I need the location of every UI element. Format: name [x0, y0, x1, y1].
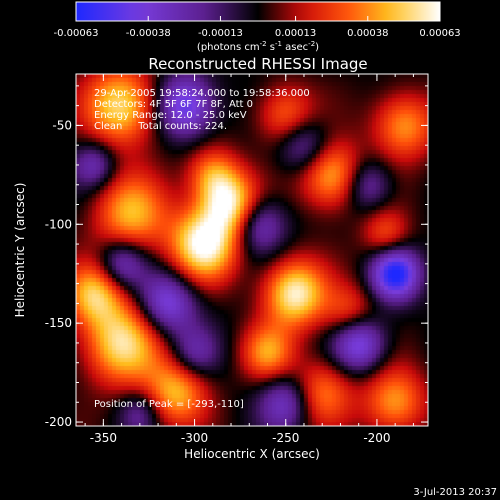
chart-title: Reconstructed RHESSI Image — [148, 55, 367, 73]
colorbar-tick-label: -0.00038 — [126, 28, 171, 39]
x-tick-label: -200 — [363, 431, 390, 445]
axes: -350 -300 -250 -200 -50 -100 -150 -200 — [45, 74, 428, 445]
annotation-block: 29-Apr-2005 19:58:24.000 to 19:58:36.000… — [94, 88, 310, 132]
annotation-time-range: 29-Apr-2005 19:58:24.000 to 19:58:36.000 — [94, 88, 310, 99]
x-tick-label: -350 — [90, 431, 117, 445]
x-axis-label: Heliocentric X (arcsec) — [184, 447, 320, 461]
y-tick-label: -50 — [52, 118, 72, 132]
peak-position-label: Position of Peak = [-293,-110] — [94, 399, 244, 410]
colorbar: -0.00063 -0.00038 -0.00013 0.00013 0.00038 0.… — [54, 1, 461, 53]
x-tick-label: -300 — [181, 431, 208, 445]
footer-timestamp: 3-Jul-2013 20:37 — [413, 487, 497, 498]
y-tick-label: -200 — [45, 415, 72, 429]
colorbar-tick-label: -0.00063 — [54, 28, 99, 39]
annotation-detectors: Detectors: 4F 5F 6F 7F 8F, Att 0 — [94, 99, 253, 110]
plot-frame — [75, 73, 429, 427]
colorbar-units: (photons cm-2 s-1 asec-2) — [197, 40, 319, 53]
annotation-counts: Clean Total counts: 224. — [94, 121, 227, 132]
colorbar-tick-label: -0.00013 — [198, 28, 243, 39]
y-axis-label: Heliocentric Y (arcsec) — [13, 183, 27, 318]
y-tick-label: -150 — [45, 316, 72, 330]
heatmap-image — [76, 74, 428, 426]
colorbar-tick-label: 0.00063 — [419, 28, 460, 39]
y-tick-label: -100 — [45, 217, 72, 231]
x-tick-label: -250 — [272, 431, 299, 445]
colorbar-ticks: -0.00063 -0.00038 -0.00013 0.00013 0.00038 0.… — [54, 16, 461, 39]
annotation-energy-range: Energy Range: 12.0 - 25.0 keV — [94, 110, 247, 121]
colorbar-tick-label: 0.00038 — [347, 28, 388, 39]
colorbar-gradient — [75, 1, 441, 22]
colorbar-tick-label: 0.00013 — [275, 28, 316, 39]
